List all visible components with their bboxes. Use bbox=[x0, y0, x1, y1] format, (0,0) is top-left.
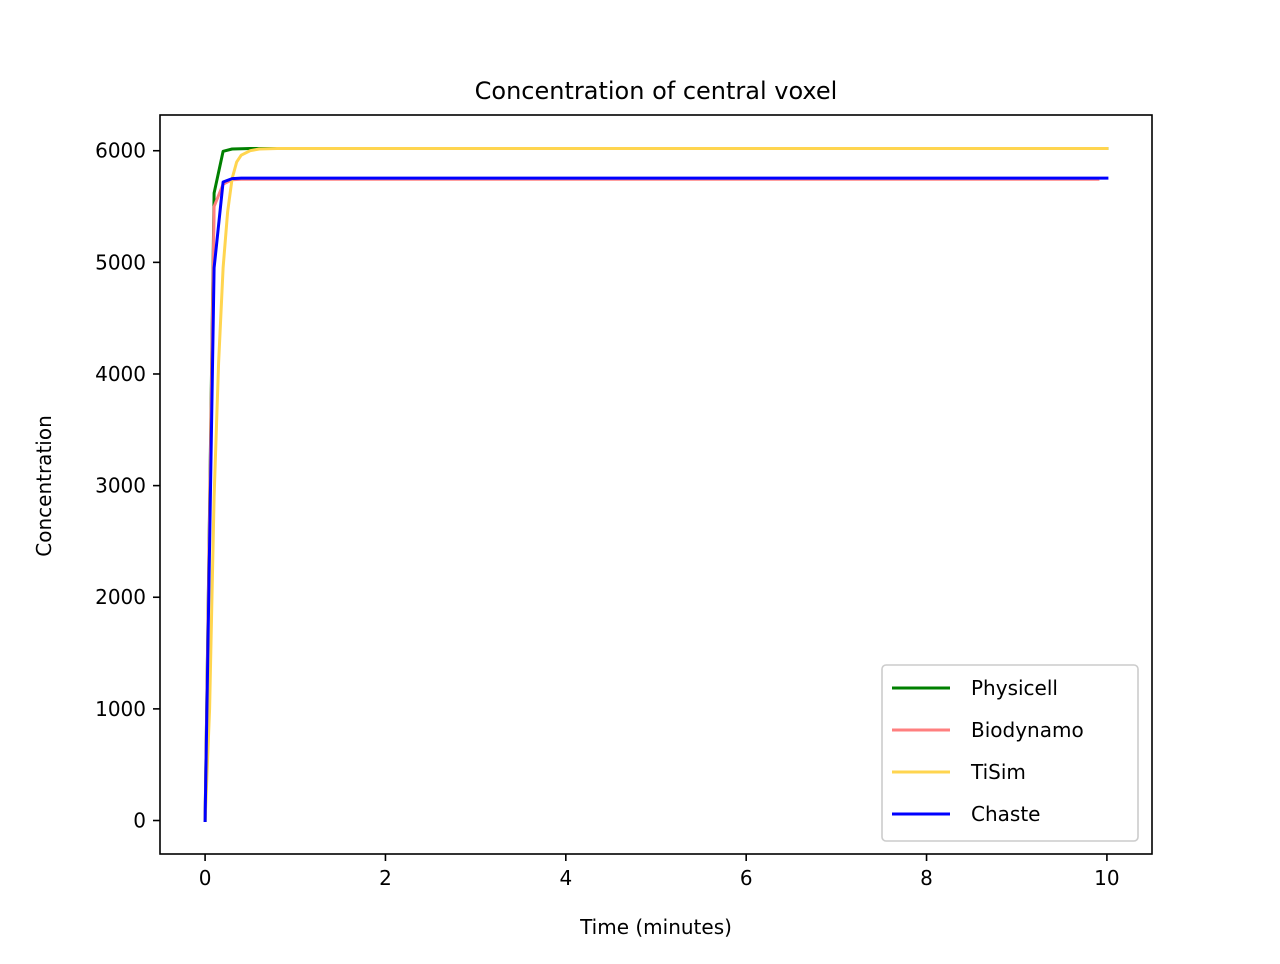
x-tick-label: 8 bbox=[920, 866, 933, 890]
legend-box bbox=[881, 664, 1139, 842]
series-line-chaste bbox=[203, 176, 1109, 823]
y-tick-label: 4000 bbox=[95, 362, 146, 386]
x-axis-label: Time (minutes) bbox=[579, 915, 732, 939]
x-axis-ticks: 0 2 4 6 8 10 bbox=[199, 854, 1120, 890]
y-tick-label: 6000 bbox=[95, 139, 146, 163]
x-tick-label: 10 bbox=[1094, 866, 1119, 890]
legend-label: Physicell bbox=[971, 676, 1058, 700]
plot-area bbox=[159, 114, 1153, 855]
chart-title: Concentration of central voxel bbox=[475, 77, 838, 105]
y-tick-label: 0 bbox=[133, 809, 146, 833]
axes-frame bbox=[159, 114, 1153, 855]
y-tick-label: 5000 bbox=[95, 250, 146, 274]
legend-label: TiSim bbox=[970, 760, 1026, 784]
series-line-tisim bbox=[203, 147, 1109, 823]
legend-label: Chaste bbox=[971, 802, 1040, 826]
x-tick-label: 6 bbox=[740, 866, 753, 890]
legend-label: Biodynamo bbox=[971, 718, 1084, 742]
series-lines bbox=[203, 147, 1109, 823]
x-tick-label: 4 bbox=[559, 866, 572, 890]
y-tick-label: 1000 bbox=[95, 697, 146, 721]
x-tick-label: 2 bbox=[379, 866, 392, 890]
y-tick-label: 2000 bbox=[95, 585, 146, 609]
x-tick-label: 0 bbox=[199, 866, 212, 890]
legend: Physicell Biodynamo TiSim Chaste bbox=[881, 664, 1139, 842]
y-axis-ticks: 0 1000 2000 3000 4000 5000 6000 bbox=[95, 139, 160, 833]
y-axis-label: Concentration bbox=[32, 415, 56, 556]
y-tick-label: 3000 bbox=[95, 474, 146, 498]
